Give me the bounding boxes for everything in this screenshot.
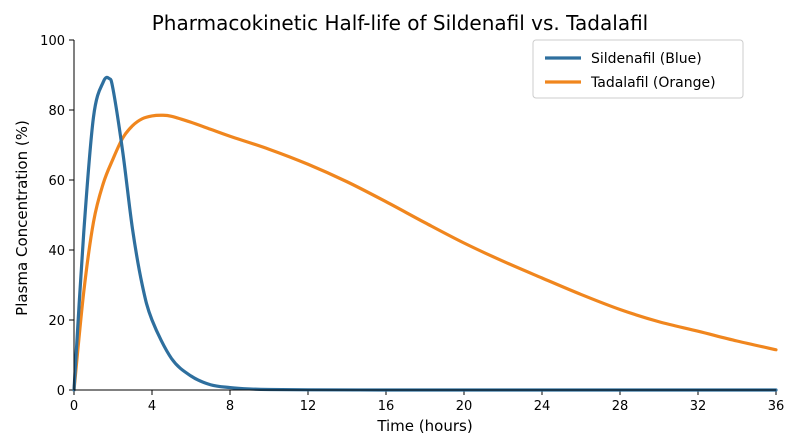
- x-axis-label: Time (hours): [376, 417, 472, 435]
- y-axis-label: Plasma Concentration (%): [13, 120, 31, 316]
- series-layer: [72, 75, 778, 392]
- x-tick-label: 4: [148, 399, 156, 414]
- legend: Sildenafil (Blue) Tadalafil (Orange): [532, 39, 744, 99]
- legend-label-sildenafil: Sildenafil (Blue): [591, 51, 702, 67]
- y-tick-label: 20: [48, 314, 65, 329]
- legend-label-tadalafil: Tadalafil (Orange): [590, 75, 716, 91]
- chart-title: Pharmacokinetic Half-life of Sildenafil …: [152, 11, 648, 35]
- y-tick-label: 80: [48, 104, 65, 119]
- y-tick-label: 60: [48, 174, 65, 189]
- x-tick-label: 8: [226, 399, 234, 414]
- ticks-layer: 0 4 8 12 16 20 24 28 32 36 0 20 40 60 80 100: [40, 34, 784, 414]
- x-tick-label: 28: [612, 399, 629, 414]
- x-tick-label: 16: [378, 399, 395, 414]
- x-tick-label: 0: [70, 399, 78, 414]
- x-tick-label: 24: [534, 399, 551, 414]
- x-tick-label: 12: [300, 399, 317, 414]
- x-tick-label: 32: [690, 399, 707, 414]
- y-tick-label: 0: [57, 384, 65, 399]
- y-tick-label: 40: [48, 244, 65, 259]
- x-tick-label: 20: [456, 399, 473, 414]
- legend-box: [532, 39, 744, 99]
- series-line-sildenafil: [72, 75, 778, 392]
- y-tick-label: 100: [40, 34, 65, 49]
- series-line-tadalafil: [72, 113, 778, 392]
- x-tick-label: 36: [768, 399, 785, 414]
